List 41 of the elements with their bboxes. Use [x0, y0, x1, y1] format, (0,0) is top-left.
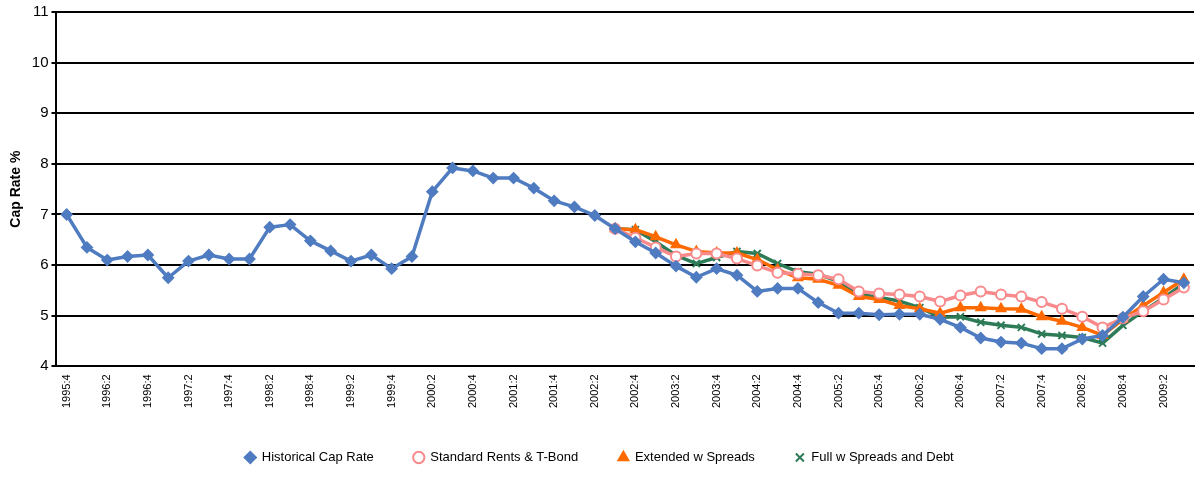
x-tick-label: 1999:4 — [384, 374, 397, 409]
x-tick-label: 2000:2 — [425, 374, 438, 409]
x-tick-label: 2008:4 — [1115, 374, 1128, 409]
x-tick-label: 1999:2 — [344, 374, 357, 409]
x-tick-label: 1996:4 — [140, 374, 153, 409]
legend-label: Full w Spreads and Debt — [811, 449, 955, 465]
x-tick-label: 2001:2 — [506, 374, 519, 409]
legend-label: Historical Cap Rate — [261, 449, 374, 465]
x-tick-label: 2007:2 — [994, 374, 1007, 409]
x-tick-label: 1997:4 — [222, 374, 235, 409]
legend-label: Extended w Spreads — [634, 449, 756, 465]
x-tick-label: 2000:4 — [465, 374, 478, 409]
y-tick-label: 5 — [40, 305, 49, 323]
y-tick-label: 6 — [40, 255, 49, 273]
y-axis-title: Cap Rate % — [7, 150, 24, 228]
y-tick-label: 8 — [40, 154, 49, 172]
x-tick-label: 2005:4 — [872, 374, 885, 409]
legend-label: Standard Rents & T-Bond — [430, 449, 579, 465]
x-tick-label: 2001:4 — [547, 374, 560, 409]
x-tick-label: 1997:2 — [181, 374, 194, 409]
x-tick-label: 2004:2 — [750, 374, 763, 409]
x-tick-label: 2009:2 — [1156, 374, 1169, 409]
y-tick-label: 10 — [31, 52, 49, 70]
x-tick-label: 2008:2 — [1075, 374, 1088, 409]
x-tick-label: 2002:4 — [628, 374, 641, 409]
x-tick-label: 2007:4 — [1034, 374, 1047, 409]
y-tick-label: 9 — [40, 103, 49, 121]
y-tick-label: 7 — [40, 204, 49, 222]
x-tick-label: 1998:4 — [303, 374, 316, 409]
x-tick-label: 1995:4 — [59, 374, 72, 409]
x-tick-label: 2006:2 — [912, 374, 925, 409]
y-tick-label: 11 — [32, 2, 49, 20]
x-tick-label: 1998:2 — [262, 374, 275, 409]
x-tick-label: 2006:4 — [953, 374, 966, 409]
x-tick-label: 2002:2 — [587, 374, 600, 409]
x-tick-label: 2003:2 — [669, 374, 682, 409]
x-tick-label: 2005:2 — [831, 374, 844, 409]
x-tick-label: 2003:4 — [709, 374, 722, 409]
y-tick-label: 4 — [40, 356, 49, 374]
x-tick-label: 2004:4 — [790, 374, 803, 409]
x-tick-label: 1996:2 — [100, 374, 113, 409]
